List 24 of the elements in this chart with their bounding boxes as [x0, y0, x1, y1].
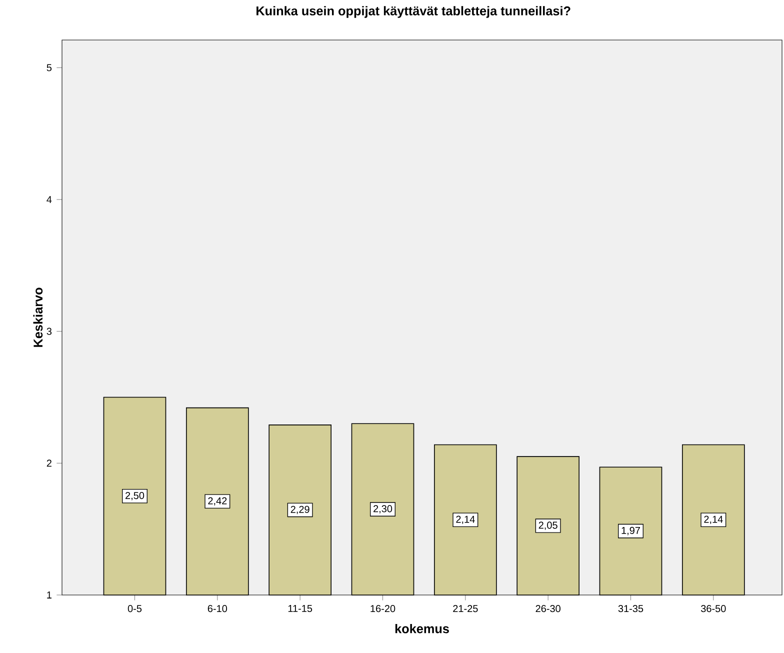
x-tick-label: 36-50	[700, 605, 726, 612]
y-tick-label: 1	[47, 592, 52, 598]
x-tick-label: 16-20	[370, 605, 396, 612]
x-tick-label: 26-30	[536, 605, 560, 612]
x-tick-label: 11-15	[288, 605, 312, 612]
data-label: 2,50	[126, 492, 144, 500]
x-tick-label: 0-5	[128, 605, 142, 612]
data-label: 2,42	[208, 497, 227, 506]
data-label: 1,97	[622, 526, 640, 536]
x-tick-label: 6-10	[208, 605, 228, 612]
chart-title: Kuinka usein oppijat käyttävät tabletteja tunneillasi?	[256, 6, 570, 18]
data-label: 2,14	[456, 516, 475, 524]
y-axis-title: Keskiarvo	[33, 288, 43, 347]
x-axis-title: kokemus	[395, 624, 449, 634]
data-label: 2,30	[374, 505, 392, 514]
y-tick-label: 2	[46, 460, 52, 467]
x-tick-label: 31-35	[618, 605, 644, 612]
y-tick-label: 3	[46, 328, 52, 335]
y-tick-label: 5	[46, 64, 52, 72]
y-tick-label: 4	[46, 196, 52, 203]
data-label: 2,29	[290, 506, 310, 514]
data-label: 2,14	[704, 516, 723, 524]
x-tick-label: 21-25	[453, 605, 478, 612]
data-label: 2,05	[538, 522, 558, 530]
